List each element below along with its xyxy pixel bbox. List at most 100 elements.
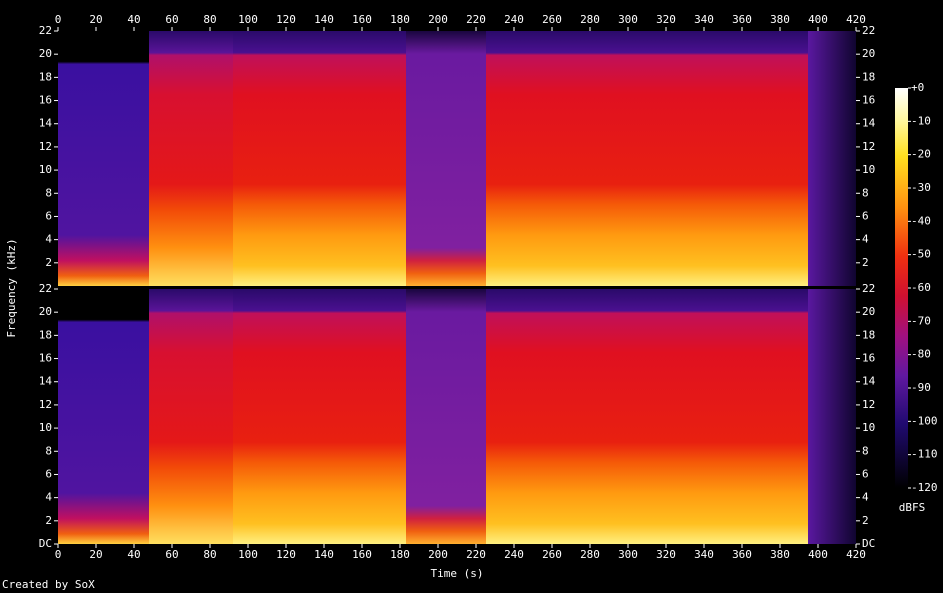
y-tick-label: DC	[39, 537, 52, 550]
x-tick-label: 400	[808, 548, 828, 561]
y-tick-label: 6	[862, 209, 869, 222]
y-tick-label: 2	[45, 514, 52, 527]
channel-1-spectrum	[58, 31, 856, 286]
x-tick-label: 340	[694, 13, 714, 26]
credit: Created by SoX	[2, 578, 95, 591]
x-tick-label: 100	[238, 548, 258, 561]
x-tick-label: 80	[203, 13, 216, 26]
x-tick-label: 400	[808, 13, 828, 26]
x-tick-label: 180	[390, 13, 410, 26]
x-tick-label: 160	[352, 13, 372, 26]
x-tick-label: 280	[580, 13, 600, 26]
x-tick-label: 0	[55, 548, 62, 561]
x-tick-label: 300	[618, 13, 638, 26]
y-tick-label: 4	[45, 233, 52, 246]
y-tick-label: 8	[862, 444, 869, 457]
y-tick-label: 8	[45, 444, 52, 457]
x-tick-label: 40	[127, 13, 140, 26]
colorbar-tick-label: -60	[911, 281, 931, 294]
y-tick-label: 16	[39, 352, 52, 365]
x-tick-label: 20	[89, 548, 102, 561]
x-tick-label: 340	[694, 548, 714, 561]
y-tick-label: 20	[39, 305, 52, 318]
x-tick-label: 200	[428, 13, 448, 26]
y-tick-label: 20	[862, 305, 875, 318]
y-tick-label: 6	[45, 209, 52, 222]
y-tick-label: 14	[39, 375, 53, 388]
colorbar	[895, 88, 908, 488]
y-tick-label: 2	[45, 256, 52, 269]
x-tick-label: 260	[542, 13, 562, 26]
x-tick-label: 60	[165, 13, 178, 26]
y-tick-label: 4	[862, 233, 869, 246]
x-tick-label: 100	[238, 13, 258, 26]
x-tick-label: 160	[352, 548, 372, 561]
y-tick-label: 12	[862, 140, 875, 153]
x-tick-label: 220	[466, 13, 486, 26]
x-tick-label: 420	[846, 548, 866, 561]
y-tick-label: 16	[862, 94, 875, 107]
x-tick-label: 240	[504, 548, 524, 561]
y-tick-label: 8	[45, 186, 52, 199]
x-tick-label: 40	[127, 548, 140, 561]
colorbar-tick-label: -50	[911, 248, 931, 261]
colorbar-tick-label: -70	[911, 314, 931, 327]
y-tick-label: 2	[862, 256, 869, 269]
y-axis-label: Frequency (kHz)	[5, 238, 18, 337]
y-tick-label: 4	[862, 491, 869, 504]
y-tick-label: 18	[862, 328, 875, 341]
colorbar-tick-label: -30	[911, 181, 931, 194]
y-tick-label: 4	[45, 491, 52, 504]
y-tick-label: 22	[39, 24, 52, 37]
y-tick-label: DC	[862, 537, 875, 550]
colorbar-tick-label: -110	[911, 448, 938, 461]
y-tick-label: 12	[39, 140, 52, 153]
y-tick-label: 16	[862, 352, 875, 365]
y-tick-label: 12	[862, 398, 875, 411]
y-tick-label: 18	[39, 70, 52, 83]
x-tick-label: 60	[165, 548, 178, 561]
colorbar-tick-label: -20	[911, 148, 931, 161]
x-tick-label: 240	[504, 13, 524, 26]
x-tick-label: 280	[580, 548, 600, 561]
x-tick-label: 140	[314, 548, 334, 561]
y-tick-label: 14	[862, 375, 876, 388]
y-tick-label: 16	[39, 94, 52, 107]
y-tick-label: 22	[862, 24, 875, 37]
y-tick-label: 20	[862, 47, 875, 60]
y-tick-label: 6	[45, 467, 52, 480]
y-tick-label: 14	[39, 117, 53, 130]
colorbar-tick-label: -90	[911, 381, 931, 394]
colorbar-label: dBFS	[899, 501, 926, 514]
colorbar-tick-label: -80	[911, 348, 931, 361]
colorbar-tick-label: +0	[911, 81, 924, 94]
y-tick-label: 8	[862, 186, 869, 199]
y-tick-label: 10	[39, 163, 52, 176]
y-tick-label: 14	[862, 117, 876, 130]
x-tick-label: 200	[428, 548, 448, 561]
y-tick-label: 2	[862, 514, 869, 527]
y-tick-label: 10	[39, 421, 52, 434]
x-tick-label: 320	[656, 13, 676, 26]
x-tick-label: 220	[466, 548, 486, 561]
y-tick-label: 18	[862, 70, 875, 83]
x-tick-label: 260	[542, 548, 562, 561]
x-tick-label: 300	[618, 548, 638, 561]
y-tick-label: 6	[862, 467, 869, 480]
x-tick-label: 320	[656, 548, 676, 561]
y-tick-label: 18	[39, 328, 52, 341]
x-tick-label: 80	[203, 548, 216, 561]
x-tick-label: 120	[276, 548, 296, 561]
x-tick-label: 360	[732, 548, 752, 561]
y-tick-label: 10	[862, 163, 875, 176]
x-tick-label: 380	[770, 548, 790, 561]
x-tick-label: 20	[89, 13, 102, 26]
x-axis-label: Time (s)	[431, 567, 484, 580]
x-tick-label: 380	[770, 13, 790, 26]
y-tick-label: 12	[39, 398, 52, 411]
channel-2-spectrum	[58, 289, 856, 544]
y-tick-label: 22	[39, 282, 52, 295]
colorbar-tick-label: -100	[911, 414, 938, 427]
